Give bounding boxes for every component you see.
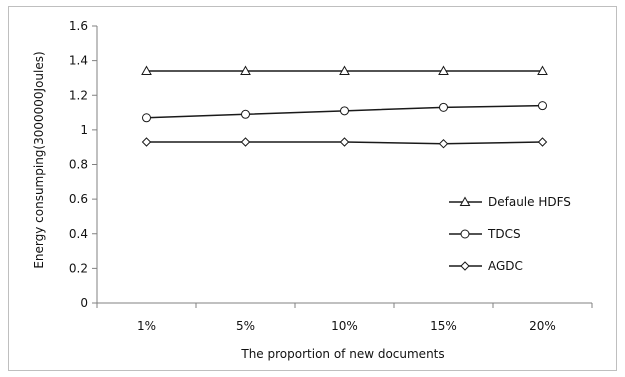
data-point [339,65,350,76]
y-tick-label: 0.2 [69,261,88,275]
legend-marker [459,196,471,206]
legend-label: TDCS [487,227,521,241]
axes [96,26,592,304]
data-point [241,109,250,119]
data-point [340,106,349,116]
series-layer [141,65,548,149]
series-agdc [141,137,548,149]
x-axis-title: The proportion of new documents [240,347,444,361]
data-point [240,137,251,147]
y-tick-label: 1 [80,123,88,137]
series-tdcs [142,101,547,123]
x-tick-label: 20% [529,319,556,333]
data-point [141,137,152,147]
x-tick-label: 10% [331,319,358,333]
data-point [538,101,547,111]
legend-item: AGDC [449,259,523,273]
data-point [142,113,151,123]
legend-label: AGDC [488,259,523,273]
legend-marker [460,229,470,239]
y-tick-label: 1.2 [69,88,88,102]
data-point [438,65,449,76]
data-point [537,65,548,76]
legend-item: TDCS [449,227,521,241]
x-tick-label: 5% [236,319,255,333]
y-axis-title: Energy consumping(3000000Joules) [32,51,46,268]
y-tick-label: 1.6 [69,19,88,33]
chart-frame [8,6,617,371]
x-tick-label: 1% [137,319,156,333]
y-tick-label: 0 [80,296,88,310]
y-tick-label: 0.6 [69,192,88,206]
x-tick-label: 15% [430,319,457,333]
data-point [438,139,449,149]
data-point [439,102,448,112]
data-point [240,65,251,76]
data-point [537,137,548,147]
series-defaule-hdfs [141,65,548,76]
y-tick-label: 1.4 [69,54,88,68]
legend: Defaule HDFS TDCS AGDC [449,195,571,273]
y-tick-label: 0.8 [69,158,88,172]
data-point [339,137,350,147]
legend-item: Defaule HDFS [449,195,571,209]
y-tick-label: 0.4 [69,227,88,241]
x-axis-ticks: 1% 5% 10% 15% 20% [96,303,593,333]
legend-marker [460,261,470,271]
legend-label: Defaule HDFS [488,195,571,209]
y-axis-ticks: 0 0.2 0.4 0.6 0.8 1 1.2 1.4 1.6 [69,19,97,310]
data-point [141,65,152,76]
